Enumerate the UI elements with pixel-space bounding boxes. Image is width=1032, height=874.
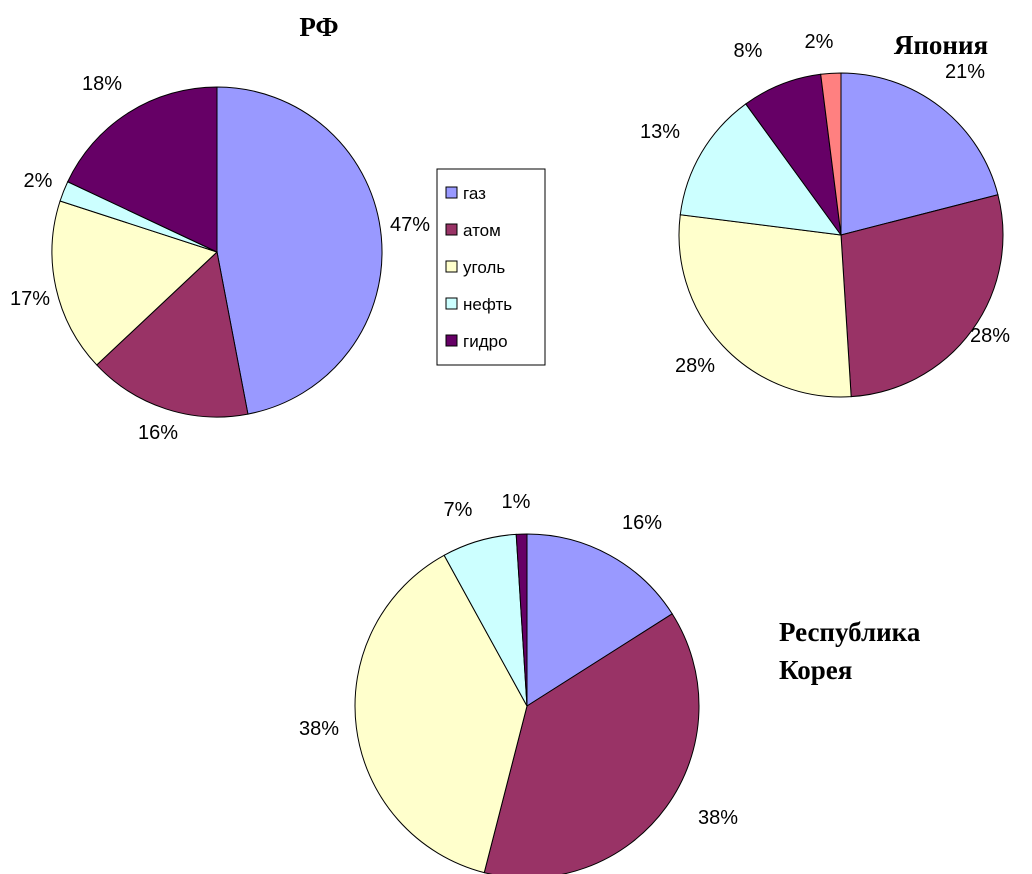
- slice-label-rf-4: 18%: [82, 73, 122, 95]
- pie-slice-japan-2: [678, 214, 852, 398]
- slice-label-japan-3: 13%: [640, 121, 680, 143]
- legend-swatch-4: [445, 334, 458, 347]
- slice-label-japan-5: 2%: [805, 31, 834, 53]
- slice-label-japan-0: 21%: [945, 61, 985, 83]
- slice-label-korea-0: 16%: [622, 512, 662, 534]
- slice-label-korea-2: 38%: [299, 718, 339, 740]
- chart-title-rf: РФ: [299, 12, 338, 42]
- slice-label-korea-4: 1%: [502, 491, 531, 513]
- slice-label-korea-3: 7%: [444, 499, 473, 521]
- pie-rf: 47% 16% 17% 2% 18%: [10, 73, 430, 444]
- pie-slice-japan-1: [840, 194, 1004, 398]
- legend-label-4: гидро: [463, 332, 508, 351]
- pie-korea: 16% 38% 38% 7% 1%: [299, 491, 738, 874]
- legend: газ атом уголь нефть гидро: [436, 168, 546, 366]
- slice-label-japan-1: 28%: [970, 325, 1010, 347]
- chart-title-korea-line1: Республика: [779, 617, 921, 647]
- slice-label-japan-2: 28%: [675, 355, 715, 377]
- pie-slice-korea-1: [483, 613, 700, 874]
- chart-title-japan: Япония: [894, 30, 988, 60]
- legend-label-0: газ: [463, 184, 486, 203]
- pie-slice-korea-0: [526, 533, 673, 707]
- chart-title-korea-line2: Корея: [779, 655, 852, 685]
- pie-slice-japan-5: [820, 72, 842, 236]
- legend-label-2: уголь: [463, 258, 505, 277]
- slice-label-rf-0: 47%: [390, 214, 430, 236]
- pie-slice-korea-4: [515, 533, 528, 707]
- legend-swatch-3: [445, 297, 458, 310]
- slice-label-korea-1: 38%: [698, 807, 738, 829]
- legend-label-3: нефть: [463, 295, 512, 314]
- legend-swatch-1: [445, 223, 458, 236]
- slice-label-rf-3: 2%: [24, 170, 53, 192]
- slice-label-rf-1: 16%: [138, 422, 178, 444]
- pie-japan: 21% 28% 28% 13% 8% 2%: [640, 31, 1010, 398]
- legend-swatch-0: [445, 186, 458, 199]
- legend-swatch-2: [445, 260, 458, 273]
- pie-slice-rf-1: [96, 251, 249, 418]
- pie-slice-rf-4: [67, 86, 218, 253]
- slice-label-japan-4: 8%: [734, 40, 763, 62]
- pie-slice-rf-0: [216, 86, 383, 415]
- pie-slice-japan-0: [840, 72, 999, 236]
- legend-label-1: атом: [463, 221, 501, 240]
- slice-label-rf-2: 17%: [10, 288, 50, 310]
- pie-slice-korea-2: [354, 554, 528, 874]
- pie-slice-japan-3: [679, 103, 843, 236]
- pie-slice-rf-2: [51, 200, 218, 366]
